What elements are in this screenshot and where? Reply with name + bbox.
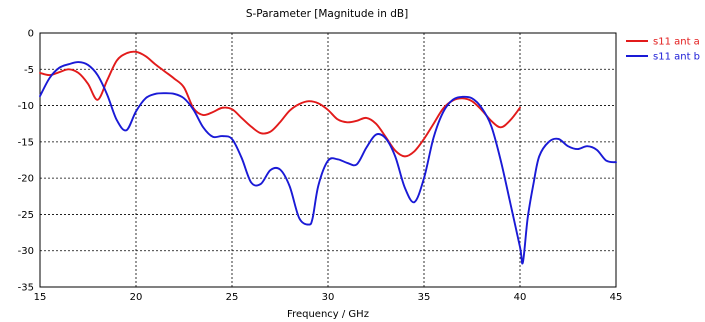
legend-label-s11-ant-a: s11 ant a [653, 37, 700, 48]
series-line-s11-ant-b [39, 61, 617, 265]
series-line-s11-ant-a [39, 50, 521, 158]
x-tick-label: 25 [226, 292, 239, 303]
y-tick-label: -25 [18, 210, 34, 221]
x-tick-label: 15 [34, 292, 47, 303]
y-tick-label: -20 [18, 174, 34, 185]
x-tick-label: 30 [322, 292, 335, 303]
x-tick-label: 45 [610, 292, 623, 303]
x-tick-label: 40 [514, 292, 527, 303]
x-tick-label: 35 [418, 292, 431, 303]
y-tick-label: -10 [18, 101, 34, 112]
plot-frame [39, 32, 617, 288]
y-tick-label: -30 [18, 246, 34, 257]
y-tick-label: -15 [18, 137, 34, 148]
x-axis-label: Frequency / GHz [287, 309, 369, 320]
series-layer [39, 50, 617, 265]
legend-label-s11-ant-b: s11 ant b [653, 52, 700, 63]
y-tick-label: -5 [24, 65, 34, 76]
y-tick-label: 0 [28, 29, 34, 40]
grid-lines [40, 33, 616, 287]
y-tick-label: -35 [18, 283, 34, 294]
x-tick-label: 20 [130, 292, 143, 303]
chart-title: S-Parameter [Magnitude in dB] [246, 8, 408, 20]
tick-labels: 15 20 25 30 35 40 45 0 -5 -10 -15 -20 -25 -30 -35 [18, 29, 623, 304]
legend: s11 ant a s11 ant b [626, 37, 700, 63]
